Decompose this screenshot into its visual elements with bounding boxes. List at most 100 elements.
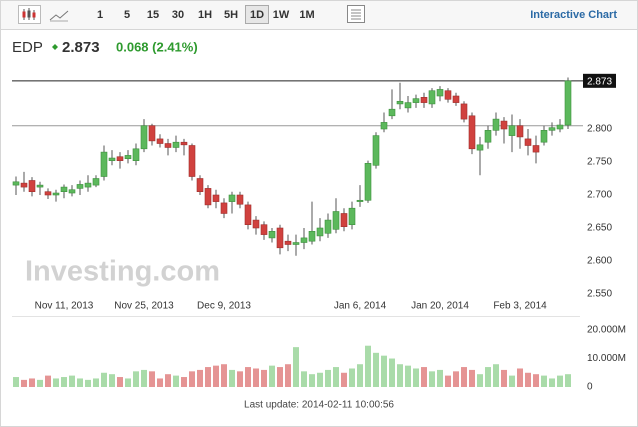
x-tick-label: Nov 25, 2013 [114,301,174,312]
volume-bar [357,364,363,387]
volume-bar [173,375,179,387]
volume-bar [21,379,27,387]
y2-tick-label: 10.000M [587,353,626,364]
candle-body [52,192,60,196]
settings-button[interactable] [347,5,365,23]
candle-body [444,90,452,100]
interval-button[interactable]: 5 [124,9,130,21]
candle-body [36,184,44,188]
candle-body [132,148,140,161]
candle-type-button[interactable] [18,5,41,24]
candle-body [492,118,500,131]
y-tick-label: 2.550 [587,289,612,300]
line-type-button[interactable] [49,10,69,22]
last-update: Last update: 2014-02-11 10:00:56 [244,400,394,411]
icon [351,9,361,20]
price: 2.873 [62,39,100,56]
y-tick-label: 2.600 [587,256,612,267]
interval-button[interactable]: 1H [198,9,212,21]
interval-button[interactable]: 15 [147,9,159,21]
interval-button[interactable]: 30 [172,9,184,21]
candle-body [308,231,316,242]
volume-bar [165,374,171,387]
interval-button[interactable]: 1M [299,9,314,21]
volume-bar [149,371,155,387]
candle-body [188,145,196,177]
volume-bar [509,375,515,387]
symbol: EDP [12,39,43,56]
interval-button[interactable]: 1W [273,9,290,21]
volume-bar [85,379,91,387]
volume-bar [157,378,163,387]
icon [27,10,31,18]
volume-bar [373,352,379,387]
volume-bar [485,367,491,387]
candle-body [92,178,100,186]
candle-body [164,143,172,148]
volume-bar [269,365,275,387]
icon [32,12,36,18]
candle-body [76,184,84,189]
interval-buttons: 1 5 15 30 1H 5H 1D 1W 1M [97,5,315,24]
candle-body [436,89,444,97]
x-tick-label: Dec 9, 2013 [197,301,251,312]
candle-body [220,202,228,214]
volume-bar [253,368,259,387]
volume-bar [365,345,371,387]
volume-bar [197,369,203,387]
y2-tick-label: 0 [587,382,593,393]
candle-body [396,100,404,105]
volume-bar [285,364,291,387]
candle-body [268,231,276,239]
candle-body [516,125,524,138]
interval-button[interactable]: 1 [97,9,103,21]
y-tick-label: 2.750 [587,157,612,168]
volume-bar [317,372,323,387]
candle-body [412,98,420,103]
candle-body [324,219,332,234]
candle-body [100,151,108,177]
candle-body [380,122,388,130]
candle-body [300,237,308,243]
icon [49,10,69,21]
volume-bar [461,367,467,387]
volume-bar [493,364,499,387]
interactive-chart-link[interactable]: Interactive Chart [530,9,617,21]
price-change: 0.068 (2.41%) [116,39,198,54]
volume-bar [213,365,219,387]
candle-body [60,186,68,193]
x-tick-label: Jan 6, 2014 [334,301,387,312]
candle-body [500,120,508,130]
candle-body [476,144,484,151]
volume-bar [381,355,387,387]
candle-body [388,108,396,117]
candle-body [116,156,124,161]
candle-body [12,181,20,186]
candle-body [508,125,516,136]
candle-body [172,141,180,148]
candle-body [524,138,532,146]
volume-bar [533,374,539,387]
volume-bar [45,375,51,387]
candle-body [548,127,556,131]
last-price-box [583,73,616,88]
volume-bar [437,369,443,387]
volume-bar [301,371,307,387]
candle-body [564,80,572,126]
volume-bar [221,364,227,387]
volume-bar [429,371,435,387]
volume-bar [117,377,123,387]
volume-bar [469,369,475,387]
candle-body [284,240,292,245]
interval-button[interactable]: 5H [224,9,238,21]
candle-body [372,135,380,166]
volume-bar [453,371,459,387]
candle-body [348,207,356,225]
volume-bar [77,378,83,387]
volume-bar [501,369,507,387]
volume-bar [293,347,299,387]
candle-body [540,130,548,143]
volume-bar [349,368,355,387]
interval-button[interactable]: 1D [250,9,264,21]
